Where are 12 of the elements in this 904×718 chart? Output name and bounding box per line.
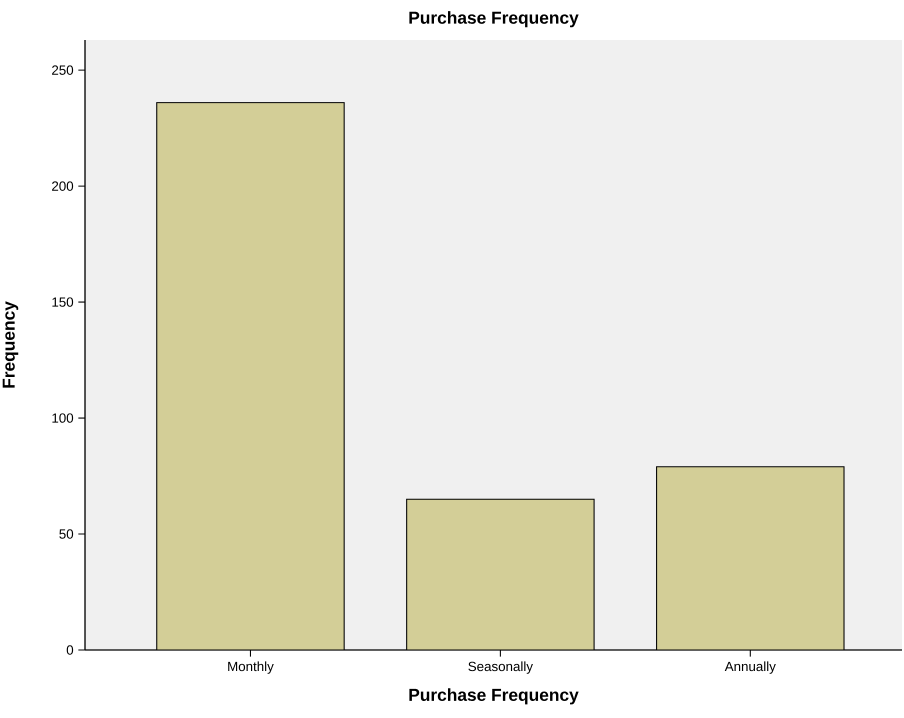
chart-title: Purchase Frequency <box>409 11 579 28</box>
y-tick-label: 50 <box>59 529 74 539</box>
x-axis-title: Purchase Frequency <box>409 688 579 704</box>
y-tick-label: 200 <box>52 181 74 191</box>
y-tick-label: 100 <box>52 413 74 423</box>
y-axis-title: Frequency <box>2 301 18 388</box>
x-tick-label: Seasonally <box>468 661 533 674</box>
x-tick-label: Monthly <box>228 661 274 674</box>
y-tick-label: 150 <box>52 297 74 307</box>
y-tick-label: 250 <box>52 65 74 75</box>
x-tick-label: Annually <box>724 661 776 674</box>
y-tick-label: 0 <box>66 645 74 655</box>
